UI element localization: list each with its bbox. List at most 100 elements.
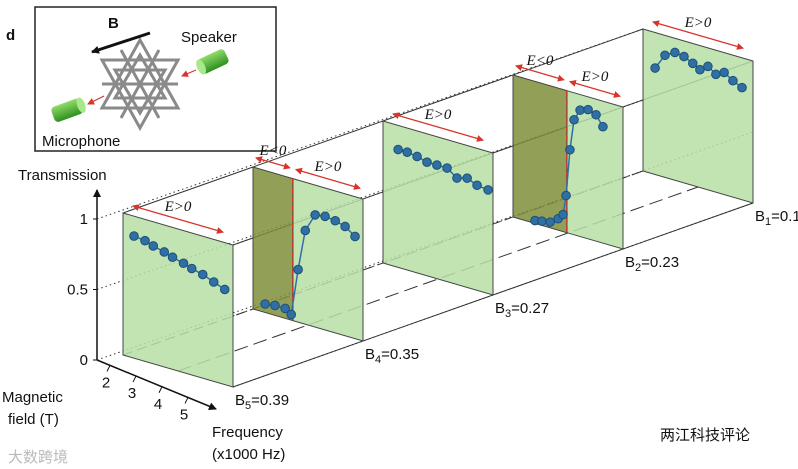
x-tick-label: 4: [154, 396, 162, 413]
region-arrow: [255, 156, 291, 170]
inset: B Speaker Microphone: [34, 6, 277, 152]
panel-label: d: [6, 27, 15, 44]
point: [483, 185, 493, 195]
b-index: 2: [635, 262, 641, 274]
b-label: B5=0.39: [235, 392, 289, 412]
point: [462, 173, 472, 183]
point: [442, 163, 452, 173]
point: [340, 221, 350, 232]
b-symbol: B: [235, 392, 245, 409]
region: [382, 120, 494, 296]
region-label: E>0: [581, 69, 609, 85]
x-axis-label: Frequency: [212, 424, 283, 441]
point: [711, 69, 721, 80]
speaker-label: Speaker: [181, 29, 237, 46]
x-axis: [96, 359, 217, 411]
point: [393, 144, 403, 155]
panel: E<0 E>0 B4=0.35: [252, 143, 419, 366]
b-index: 1: [765, 216, 771, 228]
sound-arrow: [181, 69, 197, 77]
point: [129, 231, 139, 241]
region-label: E>0: [314, 159, 342, 175]
point: [310, 210, 320, 220]
point: [350, 231, 360, 242]
point: [561, 190, 571, 201]
x-tick: [158, 386, 163, 393]
point: [695, 64, 705, 75]
y-tick-label: 1: [80, 211, 88, 228]
y-axis-label: Transmission: [18, 167, 107, 184]
series-line: [133, 235, 226, 291]
b-index: 5: [245, 400, 251, 412]
b-symbol: B: [625, 254, 635, 271]
point: [660, 50, 670, 61]
point: [598, 121, 608, 132]
point: [219, 284, 230, 295]
point: [293, 264, 303, 275]
b-label: B1=0.12: [755, 208, 798, 228]
panel: E>0 B5=0.39: [122, 199, 289, 412]
point: [569, 114, 579, 125]
series-line: [397, 148, 489, 191]
point: [728, 75, 738, 86]
z-axis-label: Magnetic: [2, 389, 63, 406]
frame-line: [177, 186, 699, 372]
region: [252, 166, 294, 322]
region-label: E<0: [526, 53, 554, 69]
watermark: 大数跨境: [8, 448, 68, 466]
point: [583, 104, 593, 115]
region-arrow: [294, 167, 361, 190]
b-value: =0.27: [511, 300, 549, 317]
b-symbol: B: [365, 346, 375, 363]
watermark: 两江科技评论: [660, 427, 750, 444]
region: [642, 28, 754, 204]
grid-line: [96, 170, 644, 361]
field-label: B: [108, 15, 119, 32]
b-index: 3: [505, 308, 511, 320]
point: [670, 47, 680, 58]
point: [412, 151, 422, 162]
b-value: =0.35: [381, 346, 419, 363]
point: [472, 180, 482, 191]
point: [178, 258, 189, 269]
point: [737, 82, 747, 93]
point: [330, 215, 341, 226]
speaker: [196, 49, 229, 75]
point: [679, 51, 689, 62]
point: [565, 144, 575, 155]
panel: E<0 E>0 B2=0.23: [512, 53, 679, 274]
point: [402, 147, 413, 157]
b-value: =0.12: [771, 208, 798, 225]
region-arrow: [132, 204, 224, 234]
x-tick-label: 5: [180, 406, 188, 423]
panel: E>0 B1=0.12: [642, 15, 798, 228]
x-tick: [106, 365, 111, 372]
microphone-label: Microphone: [42, 133, 120, 150]
point: [703, 61, 713, 72]
b-label: B2=0.23: [625, 254, 679, 274]
point: [719, 67, 729, 78]
region-label: E>0: [164, 199, 192, 215]
field-arrow: [91, 31, 151, 54]
grid-line: [96, 28, 644, 220]
panel: E>0 B3=0.27: [382, 107, 549, 320]
z-axis-label: field (T): [8, 411, 59, 428]
point: [432, 160, 442, 170]
point: [208, 277, 219, 287]
point: [286, 309, 297, 320]
region: [512, 74, 568, 234]
b-value: =0.23: [641, 254, 679, 271]
point: [575, 105, 585, 115]
point: [452, 173, 462, 183]
region-arrow: [652, 20, 744, 50]
point: [320, 211, 330, 222]
sound-arrow: [87, 95, 105, 105]
point: [197, 269, 208, 280]
point: [558, 209, 568, 220]
point: [687, 58, 698, 69]
point: [422, 157, 432, 167]
region-label: E>0: [684, 15, 712, 31]
point: [650, 63, 660, 73]
b-label: B4=0.35: [365, 346, 419, 366]
y-tick-label: 0.5: [67, 282, 88, 299]
